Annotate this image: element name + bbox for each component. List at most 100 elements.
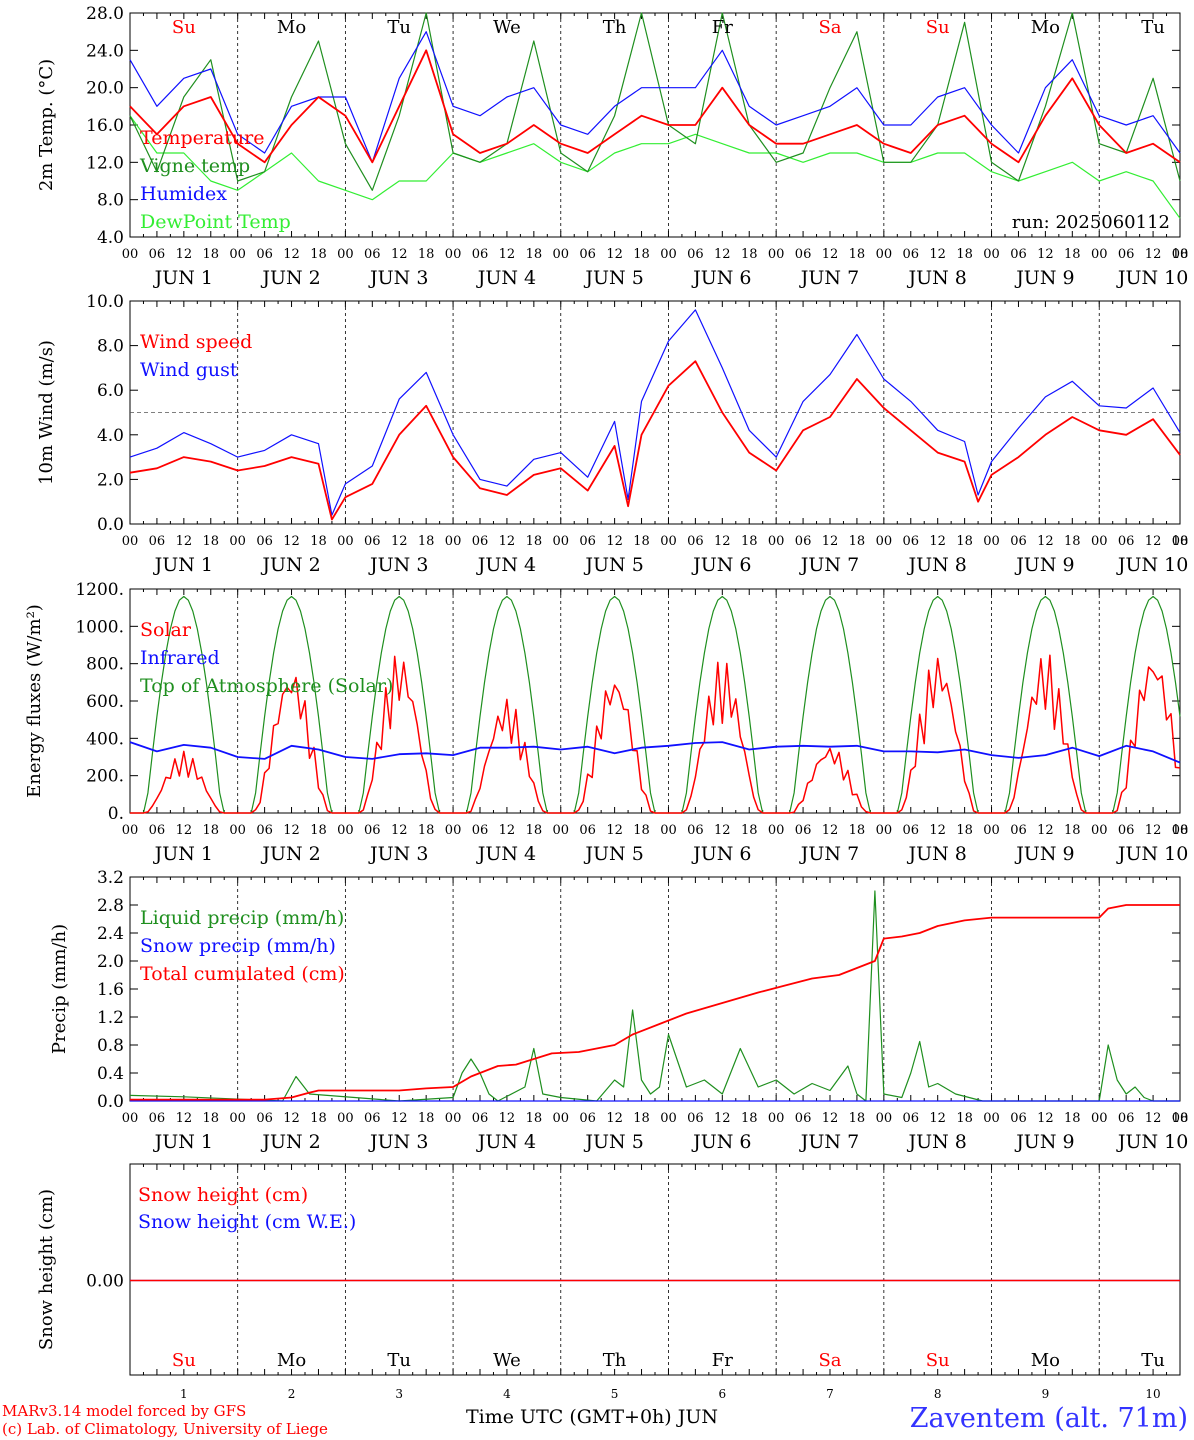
date-label: JUN 1 [153, 267, 213, 289]
hour-tick-label: 18 [741, 1111, 758, 1126]
y-tick-label: 10.0 [86, 292, 124, 312]
hour-tick-label: 06 [472, 534, 489, 549]
hour-tick-label: 00 [122, 1111, 139, 1126]
hour-tick-label: 18 [849, 823, 866, 838]
hour-tick-label: 18 [956, 534, 973, 549]
date-label: JUN 3 [368, 554, 428, 576]
y-tick-label: 1.6 [97, 980, 124, 1000]
hour-tick-label: 12 [822, 1111, 839, 1126]
hour-tick-label: 18 [202, 247, 219, 262]
hour-tick-label: 12 [176, 1111, 193, 1126]
hour-tick-label: 12 [499, 534, 516, 549]
hour-tick-label: 00 [768, 534, 785, 549]
wind-series-1 [129, 309, 1181, 516]
date-label: JUN 9 [1014, 1131, 1074, 1153]
hour-tick-label: 12 [822, 247, 839, 262]
hour-tick-label: 18 [741, 823, 758, 838]
wind-ylabel: 10m Wind (m/s) [36, 340, 57, 485]
hour-tick-label: 06 [579, 534, 596, 549]
hour-tick-label: 12 [929, 247, 946, 262]
y-tick-label: 2.4 [97, 924, 124, 944]
date-label: JUN 3 [368, 267, 428, 289]
hour-tick-label: 12 [1037, 247, 1054, 262]
legend-entry: Infrared [140, 647, 220, 669]
hour-tick-label: 18 [418, 534, 435, 549]
hour-tick-label: 00 [660, 247, 677, 262]
hour-tick-label: 06 [364, 247, 381, 262]
hour-tick-label: 06 [687, 534, 704, 549]
hour-tick-label: 06 [256, 1111, 273, 1126]
hour-tick-label: 06 [1118, 1111, 1135, 1126]
day-name-bottom: Mo [277, 1350, 306, 1371]
y-tick-label: 2.0 [97, 952, 124, 972]
hour-tick-label: 18 [202, 1111, 219, 1126]
hour-tick-label: 12 [1145, 823, 1162, 838]
day-name-bottom: Su [172, 1350, 196, 1371]
date-label: JUN 5 [583, 554, 643, 576]
hour-tick-label: 18 [1172, 823, 1189, 838]
hour-tick-label: 12 [1037, 1111, 1054, 1126]
date-label: JUN 7 [799, 1131, 859, 1153]
hour-tick-label: 18 [1172, 1111, 1189, 1126]
toa-solar-line [130, 595, 1181, 814]
footer-credit: (c) Lab. of Climatology, University of L… [2, 1420, 328, 1438]
hour-tick-label: 00 [1172, 247, 1189, 262]
hour-tick-label: 18 [310, 823, 327, 838]
day-number: 3 [395, 1387, 403, 1401]
hour-tick-label: 12 [283, 823, 300, 838]
hour-tick-label: 18 [849, 534, 866, 549]
day-name-bottom: Fr [712, 1350, 733, 1371]
y-tick-label: 0. [108, 804, 124, 824]
hour-tick-label: 00 [983, 247, 1000, 262]
hour-tick-label: 18 [741, 247, 758, 262]
hour-tick-label: 00 [229, 247, 246, 262]
legend-entry: Total cumulated (cm) [140, 963, 345, 985]
temperature-frame [129, 12, 1181, 238]
day-name-top: Th [603, 17, 627, 38]
precip-series-2 [130, 904, 1180, 1101]
hour-tick-label: 00 [552, 247, 569, 262]
hour-tick-label: 00 [983, 1111, 1000, 1126]
y-tick-label: 12.0 [86, 153, 124, 173]
hour-tick-label: 06 [579, 823, 596, 838]
y-tick-label: 2.0 [97, 470, 124, 490]
hour-tick-label: 06 [472, 1111, 489, 1126]
hour-tick-label: 12 [283, 247, 300, 262]
y-tick-label: 1200. [75, 580, 124, 600]
date-label: JUN 1 [153, 1131, 213, 1153]
hour-tick-label: 18 [418, 823, 435, 838]
hour-tick-label: 00 [229, 823, 246, 838]
hour-tick-label: 18 [418, 247, 435, 262]
hour-tick-label: 18 [956, 247, 973, 262]
day-number: 5 [611, 1387, 619, 1401]
station-label: Zaventem (alt. 71m) [910, 1403, 1188, 1434]
hour-tick-label: 00 [552, 534, 569, 549]
hour-tick-label: 06 [364, 823, 381, 838]
hour-tick-label: 00 [229, 534, 246, 549]
hour-tick-label: 18 [526, 823, 543, 838]
hour-tick-label: 12 [391, 823, 408, 838]
hour-tick-label: 06 [795, 1111, 812, 1126]
hour-tick-label: 12 [714, 247, 731, 262]
hour-tick-label: 12 [499, 247, 516, 262]
hour-tick-label: 18 [310, 247, 327, 262]
hour-tick-label: 06 [149, 247, 166, 262]
y-tick-label: 1000. [75, 617, 124, 637]
date-label: JUN 2 [260, 843, 320, 865]
hour-tick-label: 06 [1118, 534, 1135, 549]
hour-tick-label: 06 [902, 1111, 919, 1126]
day-name-bottom: We [493, 1350, 521, 1371]
hour-tick-label: 12 [714, 823, 731, 838]
hour-tick-label: 18 [202, 823, 219, 838]
hour-tick-label: 12 [499, 1111, 516, 1126]
day-number: 4 [503, 1387, 511, 1401]
day-number: 6 [718, 1387, 726, 1401]
hour-tick-label: 00 [876, 823, 893, 838]
date-label: JUN 4 [476, 843, 536, 865]
hour-tick-label: 06 [364, 534, 381, 549]
day-name-top: Su [172, 17, 196, 38]
y-tick-label: 0.8 [97, 1036, 124, 1056]
hour-tick-label: 00 [445, 823, 462, 838]
hour-tick-label: 00 [229, 1111, 246, 1126]
legend-entry: Wind speed [140, 331, 252, 353]
